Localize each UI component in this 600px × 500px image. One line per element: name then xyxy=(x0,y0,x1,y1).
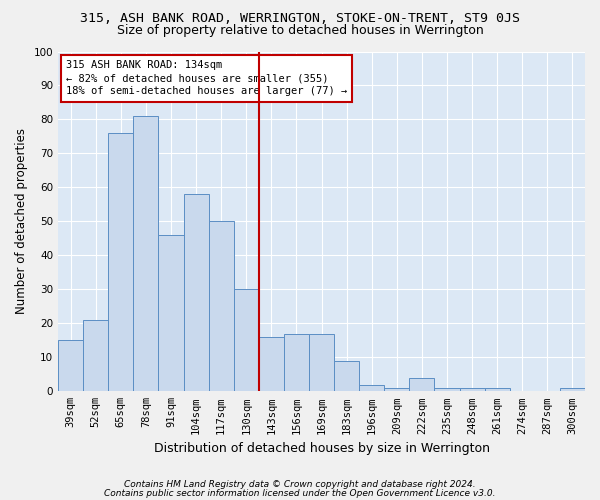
Text: Contains public sector information licensed under the Open Government Licence v3: Contains public sector information licen… xyxy=(104,488,496,498)
Text: 315 ASH BANK ROAD: 134sqm
← 82% of detached houses are smaller (355)
18% of semi: 315 ASH BANK ROAD: 134sqm ← 82% of detac… xyxy=(66,60,347,96)
Bar xyxy=(384,388,409,392)
Bar xyxy=(284,334,309,392)
Bar xyxy=(434,388,460,392)
Bar xyxy=(184,194,209,392)
Y-axis label: Number of detached properties: Number of detached properties xyxy=(15,128,28,314)
Bar xyxy=(108,133,133,392)
Bar xyxy=(460,388,485,392)
Bar xyxy=(133,116,158,392)
Bar xyxy=(83,320,108,392)
Bar xyxy=(58,340,83,392)
Bar xyxy=(158,235,184,392)
Bar xyxy=(359,384,384,392)
Text: 315, ASH BANK ROAD, WERRINGTON, STOKE-ON-TRENT, ST9 0JS: 315, ASH BANK ROAD, WERRINGTON, STOKE-ON… xyxy=(80,12,520,26)
Text: Contains HM Land Registry data © Crown copyright and database right 2024.: Contains HM Land Registry data © Crown c… xyxy=(124,480,476,489)
Bar xyxy=(233,290,259,392)
Bar xyxy=(309,334,334,392)
Text: Size of property relative to detached houses in Werrington: Size of property relative to detached ho… xyxy=(116,24,484,37)
X-axis label: Distribution of detached houses by size in Werrington: Distribution of detached houses by size … xyxy=(154,442,490,455)
Bar xyxy=(209,222,233,392)
Bar xyxy=(560,388,585,392)
Bar xyxy=(485,388,510,392)
Bar xyxy=(409,378,434,392)
Bar xyxy=(334,360,359,392)
Bar xyxy=(259,337,284,392)
